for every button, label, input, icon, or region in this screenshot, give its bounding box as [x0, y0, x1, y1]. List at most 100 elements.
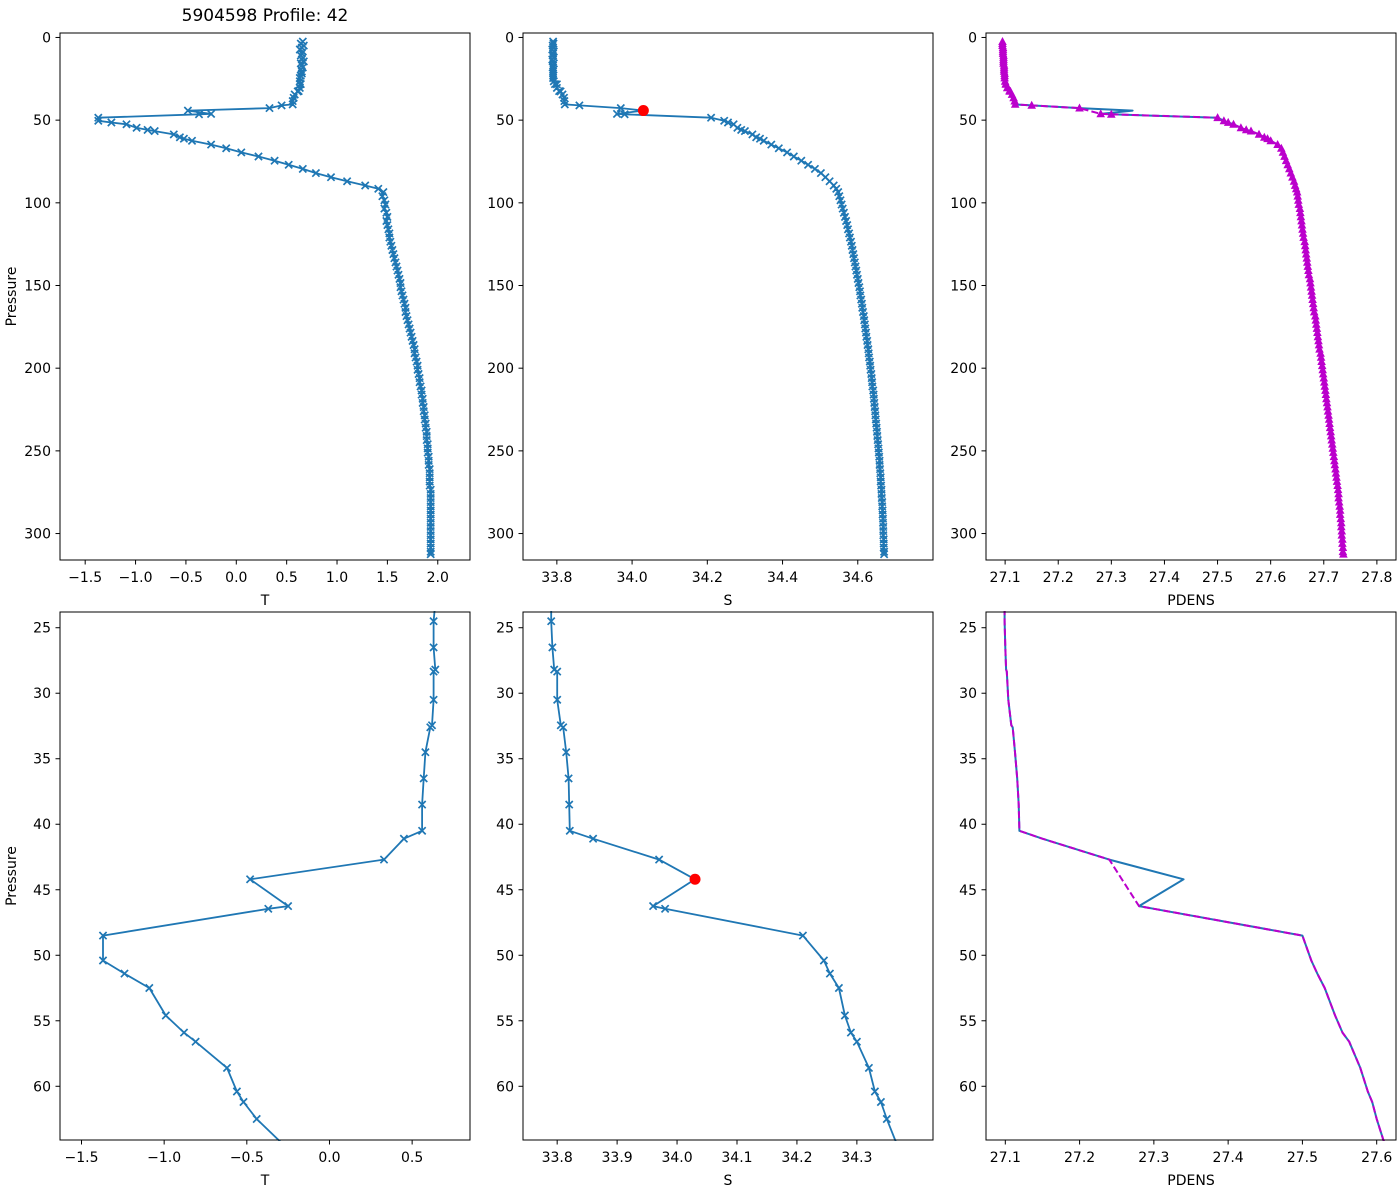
axes-frame: [59, 611, 471, 1141]
axis-text: 34.6: [842, 570, 873, 586]
axis-text: −0.5: [230, 1150, 264, 1166]
axis-text: 300: [487, 527, 514, 543]
axis-text: 34.2: [692, 570, 723, 586]
series-line-profile_x: [550, 611, 897, 1141]
axis-text: 150: [24, 279, 51, 295]
axis-text: 34.1: [721, 1150, 752, 1166]
axes-frame: [985, 611, 1397, 1141]
x-markers: [98, 616, 440, 1124]
axis-text: 50: [959, 113, 977, 129]
axis-text: 27.6: [1255, 570, 1286, 586]
axis-text: 50: [33, 113, 51, 129]
axis-text: 100: [487, 196, 514, 212]
axis-text: 0.5: [401, 1150, 423, 1166]
axis-text: 200: [24, 361, 51, 377]
axis-text: 27.3: [1096, 570, 1127, 586]
axis-text: 1.5: [376, 570, 398, 586]
axis-text: 55: [33, 1014, 51, 1030]
axis-text: 30: [33, 686, 51, 702]
series-line-profile_x: [102, 611, 437, 1141]
axis-text: 60: [33, 1079, 51, 1095]
axis-text: 33.9: [602, 1150, 633, 1166]
subplot-T-zoom: −1.5 −1.0 −0.5 0.0 0.5 25 30 35 40 45 50 55 60 T Press…: [4, 611, 471, 1189]
axis-text: −1.0: [119, 570, 153, 586]
axes-frame: [59, 32, 471, 561]
axis-text: 25: [959, 621, 977, 637]
axis-text: 0.0: [225, 570, 247, 586]
x-axis-label: T: [260, 1173, 270, 1189]
axis-text: −1.5: [64, 1150, 98, 1166]
axis-text: 27.4: [1149, 570, 1180, 586]
subplot-PDENS-full: 27.1 27.2 27.3 27.4 27.5 27.6 27.7 27.8 0 50 100 15…: [950, 30, 1397, 609]
axis-text: 60: [959, 1079, 977, 1095]
axis-text: 200: [487, 361, 514, 377]
axis-text: 34.2: [781, 1150, 812, 1166]
axis-text: 300: [24, 527, 51, 543]
axis-text: 50: [33, 948, 51, 964]
axis-text: 25: [496, 621, 514, 637]
axis-text: −0.5: [169, 570, 203, 586]
axis-text: 35: [959, 752, 977, 768]
axis-text: 50: [959, 948, 977, 964]
axis-text: 30: [496, 686, 514, 702]
axis-text: 40: [496, 817, 514, 833]
x-axis-label: PDENS: [1167, 593, 1215, 609]
plot-area-PDENS-full: [998, 37, 1348, 558]
axis-text: 35: [496, 752, 514, 768]
axis-text: 27.2: [1043, 570, 1074, 586]
axis-text: 33.8: [541, 570, 572, 586]
axis-text: 45: [33, 883, 51, 899]
axis-text: 34.0: [661, 1150, 692, 1166]
axes-frame: [522, 32, 934, 561]
x-axis-label: PDENS: [1167, 1173, 1215, 1189]
flagged-point-marker: [689, 873, 701, 885]
plot-area-T-full: [94, 37, 435, 559]
axis-text: 27.4: [1213, 1150, 1244, 1166]
axis-text: 45: [496, 883, 514, 899]
y-axis-label: Pressure: [4, 846, 20, 906]
axis-text: 0: [505, 30, 514, 46]
axis-text: 0.0: [318, 1150, 340, 1166]
axis-text: 50: [496, 948, 514, 964]
axis-text: 0.5: [276, 570, 298, 586]
subplot-PDENS-zoom: 27.1 27.2 27.3 27.4 27.5 27.6 25 30 35 40 45 50 55 60…: [959, 611, 1397, 1189]
axis-text: 34.3: [841, 1150, 872, 1166]
axis-text: 0: [42, 30, 51, 46]
axis-text: 27.1: [990, 570, 1021, 586]
plot-area-T-zoom: [98, 611, 440, 1141]
axis-text: 27.5: [1202, 570, 1233, 586]
axes-frame: [522, 611, 934, 1141]
axis-text: 150: [950, 279, 977, 295]
axis-text: 1.0: [326, 570, 348, 586]
x-axis-label: S: [724, 593, 733, 609]
axis-text: 55: [959, 1014, 977, 1030]
axis-text: 100: [24, 196, 51, 212]
axis-text: 55: [496, 1014, 514, 1030]
x-markers: [94, 37, 435, 559]
axis-text: 50: [496, 113, 514, 129]
axis-text: 27.5: [1287, 1150, 1318, 1166]
axis-text: 27.3: [1138, 1150, 1169, 1166]
axis-text: 45: [959, 883, 977, 899]
axis-text: 27.2: [1064, 1150, 1095, 1166]
axis-text: 34.4: [767, 570, 798, 586]
axis-text: 300: [950, 527, 977, 543]
axis-text: 150: [487, 279, 514, 295]
axis-text: 33.8: [542, 1150, 573, 1166]
x-axis-label: S: [724, 1173, 733, 1189]
plot-area-S-zoom: [546, 611, 897, 1141]
subplot-T-full: −1.5 −1.0 −0.5 0.0 0.5 1.0 1.5 2.0 0 50 100 150 200 2…: [4, 6, 471, 609]
y-axis-label: Pressure: [4, 267, 20, 327]
axis-text: 60: [496, 1079, 514, 1095]
axis-text: 25: [33, 621, 51, 637]
axis-text: 0: [968, 30, 977, 46]
axis-text: 40: [959, 817, 977, 833]
x-markers: [546, 616, 892, 1124]
axis-text: 2.0: [427, 570, 449, 586]
axis-text: 40: [33, 817, 51, 833]
axis-text: 200: [950, 361, 977, 377]
axis-text: −1.0: [147, 1150, 181, 1166]
axis-text: 27.8: [1361, 570, 1392, 586]
